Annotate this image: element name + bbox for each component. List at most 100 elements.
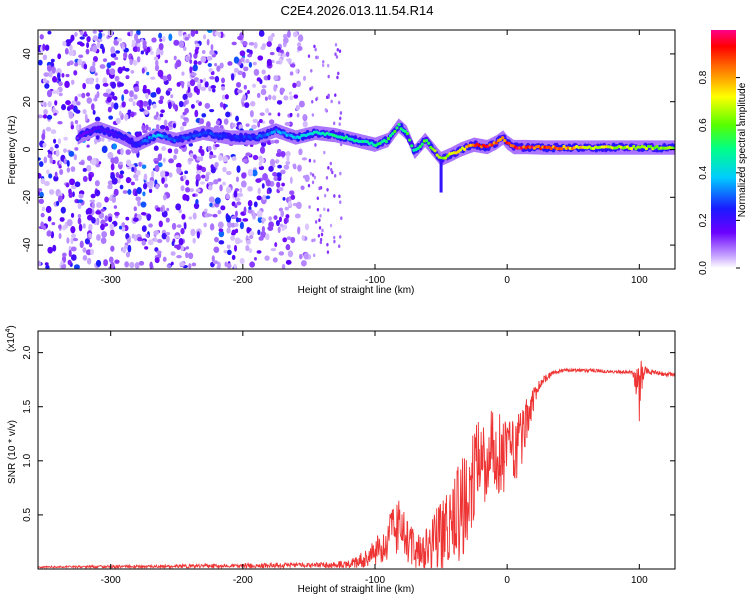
noise-speckle [165, 217, 170, 223]
noise-speckle [92, 30, 97, 34]
ridge-core [283, 131, 287, 135]
noise-speckle [253, 201, 258, 208]
noise-speckle [246, 227, 252, 232]
noise-speckle [207, 213, 213, 217]
noise-speckle [311, 173, 315, 177]
noise-speckle [268, 165, 274, 172]
noise-speckle [208, 184, 213, 191]
noise-speckle [195, 43, 200, 48]
ridge-core [560, 147, 564, 151]
noise-speckle [329, 223, 333, 228]
noise-speckle [318, 186, 321, 191]
noise-speckle [248, 41, 255, 46]
noise-speckle [184, 107, 189, 114]
noise-speckle [243, 206, 247, 214]
noise-speckle [113, 188, 119, 196]
noise-speckle [326, 242, 329, 247]
noise-speckle [82, 168, 87, 172]
noise-speckle [109, 223, 115, 230]
noise-speckle [141, 164, 147, 169]
noise-speckle [97, 38, 103, 42]
noise-speckle [138, 162, 142, 167]
ridge-core [365, 140, 369, 144]
noise-speckle [145, 92, 149, 100]
noise-speckle [60, 206, 66, 214]
noise-speckle [201, 174, 206, 179]
noise-speckle [247, 168, 254, 177]
noise-speckle [182, 174, 187, 180]
ridge-core [128, 139, 133, 143]
noise-speckle [171, 240, 175, 246]
noise-speckle [159, 124, 166, 130]
noise-speckle [210, 164, 214, 170]
noise-speckle [320, 232, 324, 237]
noise-speckle [118, 225, 123, 230]
noise-speckle [46, 230, 52, 237]
ridge-core [420, 142, 424, 146]
noise-speckle [73, 264, 80, 269]
noise-speckle [224, 261, 228, 267]
colorbar [711, 30, 736, 268]
noise-speckle [62, 252, 67, 257]
noise-speckle [82, 175, 88, 182]
noise-speckle [157, 69, 164, 78]
noise-speckle [204, 81, 209, 88]
noise-speckle [298, 148, 303, 156]
noise-speckle [170, 251, 176, 256]
noise-speckle [161, 146, 167, 152]
noise-speckle [181, 71, 185, 76]
noise-speckle [259, 119, 263, 123]
noise-speckle [109, 61, 116, 66]
noise-speckle [86, 155, 93, 161]
noise-speckle [199, 118, 205, 125]
noise-speckle [315, 97, 318, 102]
noise-speckle [259, 79, 263, 85]
noise-speckle [63, 157, 67, 165]
noise-speckle [236, 201, 242, 206]
noise-speckle [47, 216, 52, 222]
noise-speckle [54, 143, 59, 149]
noise-speckle [148, 99, 152, 107]
noise-speckle [264, 255, 270, 261]
noise-speckle [81, 92, 86, 99]
noise-speckle [217, 261, 221, 269]
noise-speckle [340, 216, 343, 221]
noise-speckle [42, 43, 46, 52]
noise-speckle [316, 207, 320, 212]
noise-speckle [82, 82, 87, 90]
noise-speckle [245, 59, 250, 64]
noise-speckle [99, 64, 106, 69]
noise-speckle [323, 193, 327, 198]
ridge-core [386, 137, 391, 141]
noise-speckle [280, 169, 286, 175]
noise-speckle [86, 42, 90, 49]
noise-speckle [318, 218, 321, 222]
noise-speckle [91, 202, 95, 209]
ridge-core [446, 154, 450, 158]
noise-speckle [261, 84, 267, 89]
noise-speckle [223, 118, 229, 125]
noise-speckle [96, 41, 101, 49]
noise-speckle [141, 67, 145, 74]
noise-speckle [245, 152, 252, 157]
noise-speckle [314, 220, 318, 224]
noise-speckle [296, 105, 300, 111]
noise-speckle [66, 219, 73, 227]
noise-speckle [247, 53, 252, 58]
snr-x-tick-label: -300 [101, 575, 121, 586]
noise-speckle [257, 120, 261, 128]
noise-speckle [176, 254, 182, 259]
noise-speckle [45, 264, 50, 269]
snr-series-line [38, 360, 675, 569]
spectrogram-x-tick-label: -100 [365, 275, 385, 286]
noise-speckle [142, 40, 147, 47]
noise-speckle [129, 164, 135, 169]
ridge-core [188, 135, 192, 139]
snr-scale-close: ) [6, 325, 17, 328]
noise-speckle [96, 234, 101, 241]
noise-speckle [287, 201, 292, 207]
noise-speckle [286, 30, 291, 38]
noise-speckle [209, 49, 215, 56]
noise-speckle [266, 189, 270, 195]
